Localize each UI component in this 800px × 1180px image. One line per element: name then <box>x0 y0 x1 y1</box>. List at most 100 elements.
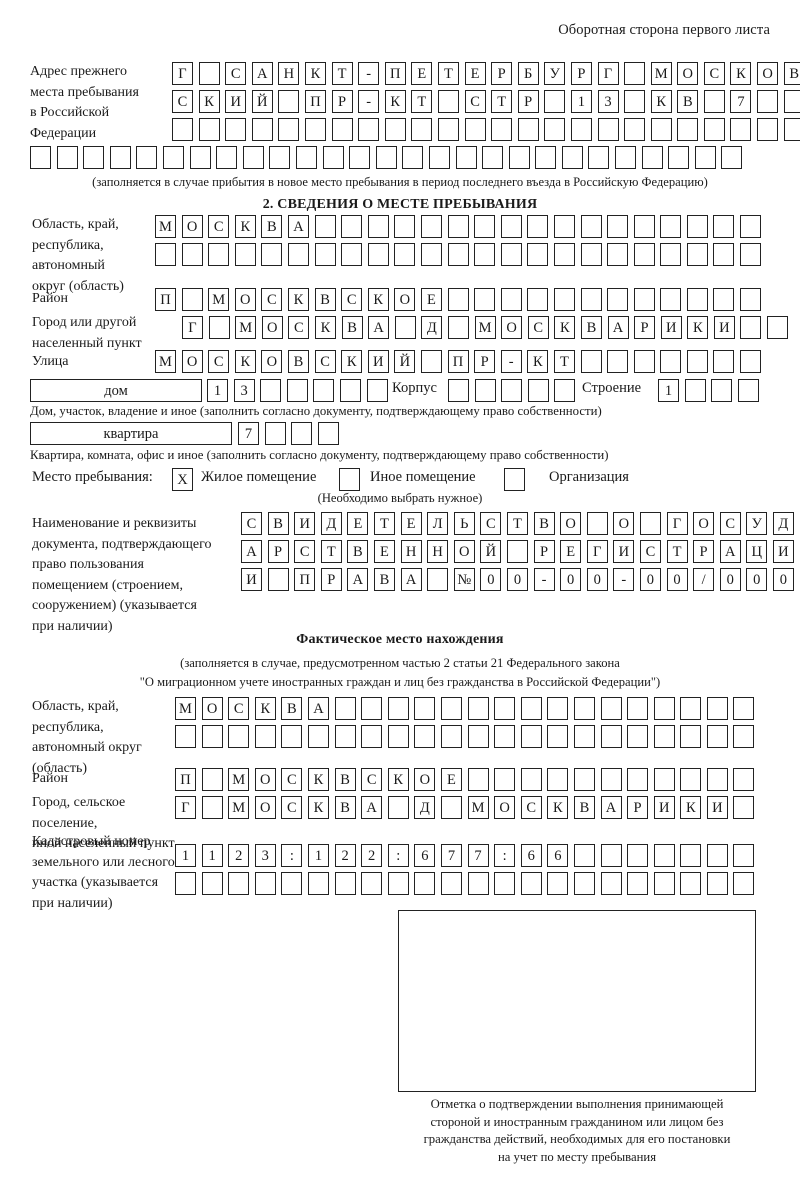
s2-doc-r2-cell-11[interactable] <box>506 540 528 563</box>
s2-district-cell-17[interactable] <box>580 288 602 311</box>
s2-city-cell-15[interactable]: К <box>554 316 576 339</box>
s3-region-r1-cell-12[interactable] <box>467 697 489 720</box>
s3-city-cell-2[interactable] <box>201 796 223 819</box>
s2-city-cell-4[interactable]: О <box>261 316 283 339</box>
s3-cadastre-r1-cell-13[interactable]: : <box>494 844 516 867</box>
s2-street-cell-15[interactable]: К <box>527 350 549 373</box>
s2-region-r2-cell-11[interactable] <box>420 243 442 266</box>
s2-street-cell-11[interactable] <box>420 350 442 373</box>
s2-district-cell-16[interactable] <box>553 288 575 311</box>
s2-doc-r2-cell-18[interactable]: Р <box>693 540 715 563</box>
s2-city-cell-21[interactable]: И <box>713 316 735 339</box>
s2-doc-r1-cell-6[interactable]: Т <box>373 512 395 535</box>
s2-region-r2-cell-19[interactable] <box>633 243 655 266</box>
s2-doc-r3-cell-12[interactable]: - <box>533 568 555 591</box>
s3-cadastre-r2-cell-4[interactable] <box>254 872 276 895</box>
s2-city-cell-20[interactable]: К <box>687 316 709 339</box>
s2-doc-r1-cell-16[interactable] <box>639 512 661 535</box>
s3-district-cell-10[interactable]: О <box>414 768 436 791</box>
prev-address-r2-cell-18[interactable] <box>624 90 646 113</box>
prev-address-r1-cell-6[interactable]: К <box>304 62 326 85</box>
s2-district-cell-2[interactable] <box>181 288 203 311</box>
s2-city-cell-13[interactable]: О <box>501 316 523 339</box>
s2-house-cell-5[interactable] <box>313 379 335 402</box>
s2-doc-r2-cell-4[interactable]: Т <box>320 540 342 563</box>
s2-stroenie-cell-4[interactable] <box>737 379 759 402</box>
s2-region-r2-cell-1[interactable] <box>155 243 176 266</box>
s2-region-r1-cell-11[interactable] <box>420 215 442 238</box>
s3-city-cell-11[interactable] <box>440 796 462 819</box>
prev-address-r4-cell-11[interactable] <box>295 146 317 169</box>
s2-doc-r3-cell-5[interactable]: А <box>347 568 369 591</box>
prev-address-r1-cell-4[interactable]: А <box>251 62 273 85</box>
s2-doc-r3-cell-20[interactable]: 0 <box>746 568 768 591</box>
s2-district-cell-22[interactable] <box>713 288 735 311</box>
s3-city-cell-5[interactable]: С <box>281 796 303 819</box>
s2-house-cell-4[interactable] <box>286 379 308 402</box>
s3-region-r2-cell-15[interactable] <box>547 725 569 748</box>
s3-cadastre-r1-cell-12[interactable]: 7 <box>467 844 489 867</box>
s3-cadastre-r1-cell-15[interactable]: 6 <box>547 844 569 867</box>
s2-city-cell-8[interactable]: А <box>368 316 390 339</box>
s2-district-cell-9[interactable]: К <box>367 288 389 311</box>
s2-doc-r2-cell-2[interactable]: Р <box>267 540 289 563</box>
prev-address-r2-cell-17[interactable]: 3 <box>597 90 619 113</box>
s2-city-cell-9[interactable] <box>394 316 416 339</box>
prev-address-r3-cell-4[interactable] <box>251 118 273 141</box>
s3-district-cell-13[interactable] <box>494 768 516 791</box>
s2-street-cell-20[interactable] <box>660 350 682 373</box>
s2-street-cell-13[interactable]: Р <box>474 350 496 373</box>
s2-region-r2-cell-2[interactable] <box>181 243 203 266</box>
s2-city-cell-14[interactable]: С <box>527 316 549 339</box>
s3-region-r1-cell-11[interactable] <box>440 697 462 720</box>
prev-address-r4-cell-7[interactable] <box>189 146 211 169</box>
s3-city-cell-17[interactable]: А <box>600 796 622 819</box>
s3-region-r2-cell-17[interactable] <box>600 725 622 748</box>
s2-street-cell-8[interactable]: К <box>341 350 363 373</box>
s3-city-cell-18[interactable]: Р <box>627 796 649 819</box>
s2-city-cell-16[interactable]: В <box>580 316 602 339</box>
prev-address-r2-cell-20[interactable]: В <box>677 90 699 113</box>
cadastre-row-2[interactable] <box>175 872 760 895</box>
s3-district-cell-9[interactable]: К <box>387 768 409 791</box>
s2-doc-r3-cell-10[interactable]: 0 <box>480 568 502 591</box>
s3-cadastre-r2-cell-22[interactable] <box>733 872 755 895</box>
prev-address-r1-cell-3[interactable]: С <box>225 62 247 85</box>
s2-city-cell-3[interactable]: М <box>235 316 257 339</box>
prev-address-r4-cell-9[interactable] <box>242 146 264 169</box>
s2-city-cell-22[interactable] <box>740 316 762 339</box>
s3-city-cell-9[interactable] <box>387 796 409 819</box>
prev-address-r4-cell-27[interactable] <box>721 146 743 169</box>
prev-address-r3-cell-5[interactable] <box>278 118 300 141</box>
s2-doc-r3-cell-8[interactable] <box>427 568 449 591</box>
s2-house-cell-6[interactable] <box>339 379 361 402</box>
s2-house-cell-7[interactable] <box>366 379 388 402</box>
s2-city-cell-7[interactable]: В <box>341 316 363 339</box>
s2-doc-r3-cell-1[interactable]: И <box>241 568 262 591</box>
s3-district-cell-16[interactable] <box>573 768 595 791</box>
s2-doc-r2-cell-8[interactable]: Н <box>427 540 449 563</box>
s3-cadastre-r1-cell-17[interactable] <box>600 844 622 867</box>
prev-address-r2-cell-3[interactable]: И <box>225 90 247 113</box>
s2-street-cell-6[interactable]: В <box>287 350 309 373</box>
s2-region-r2-cell-15[interactable] <box>527 243 549 266</box>
s2-doc-r3-cell-16[interactable]: 0 <box>639 568 661 591</box>
s3-region-r1-cell-10[interactable] <box>414 697 436 720</box>
s3-cadastre-r2-cell-5[interactable] <box>281 872 303 895</box>
s2-region-r1-cell-6[interactable]: А <box>287 215 309 238</box>
s3-cadastre-r2-cell-6[interactable] <box>307 872 329 895</box>
s3-cadastre-r2-cell-10[interactable] <box>414 872 436 895</box>
s2-house-cell-1[interactable]: 1 <box>207 379 228 402</box>
prev-address-row-4[interactable] <box>30 146 748 169</box>
s2-region-r1-cell-10[interactable] <box>394 215 416 238</box>
prev-address-r3-cell-15[interactable] <box>544 118 566 141</box>
s3-cadastre-r2-cell-2[interactable] <box>201 872 223 895</box>
prev-address-r2-cell-19[interactable]: К <box>650 90 672 113</box>
s2-doc-r1-cell-3[interactable]: И <box>294 512 316 535</box>
s2-region-r2-cell-18[interactable] <box>607 243 629 266</box>
s2-city-cell-18[interactable]: Р <box>634 316 656 339</box>
s3-region-r2-cell-18[interactable] <box>627 725 649 748</box>
